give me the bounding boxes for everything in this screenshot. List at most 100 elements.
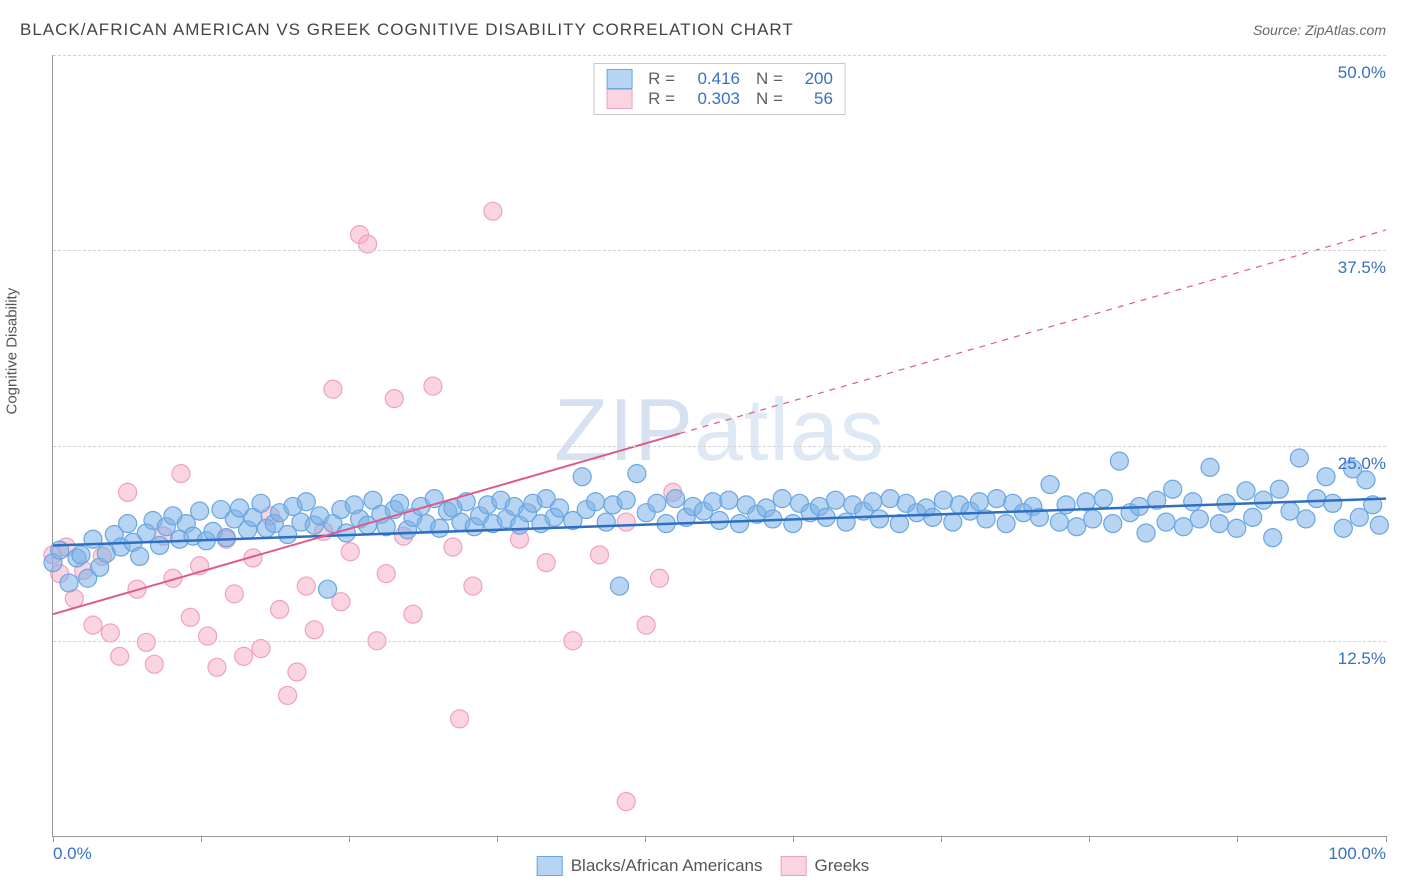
legend-n-value-b: 56: [793, 89, 833, 109]
scatter-point: [1164, 480, 1182, 498]
scatter-point: [119, 515, 137, 533]
scatter-point: [784, 515, 802, 533]
legend-n-label: N =: [756, 89, 783, 109]
legend-n-label: N =: [756, 69, 783, 89]
scatter-point: [60, 574, 78, 592]
trend-line: [680, 230, 1386, 434]
scatter-point: [1324, 494, 1342, 512]
y-tick-label: 50.0%: [1338, 63, 1388, 83]
scatter-point: [1308, 490, 1326, 508]
x-tick: [645, 836, 646, 842]
scatter-point: [131, 547, 149, 565]
scatter-point: [341, 543, 359, 561]
scatter-point: [431, 519, 449, 537]
scatter-point: [970, 493, 988, 511]
scatter-point: [252, 640, 270, 658]
y-tick-label: 37.5%: [1338, 258, 1388, 278]
legend-swatch-a: [606, 69, 632, 89]
scatter-point: [1281, 502, 1299, 520]
scatter-point: [1290, 449, 1308, 467]
scatter-point: [1068, 518, 1086, 536]
scatter-point: [637, 616, 655, 634]
gridline: [53, 446, 1386, 447]
x-tick: [941, 836, 942, 842]
scatter-point: [1201, 458, 1219, 476]
scatter-point: [305, 621, 323, 639]
chart-plot-area: ZIPatlas R = 0.416 N = 200 R = 0.303 N =…: [52, 55, 1386, 837]
scatter-point: [1317, 468, 1335, 486]
scatter-point: [1084, 510, 1102, 528]
scatter-point: [271, 601, 289, 619]
legend-row-a: R = 0.416 N = 200: [606, 69, 833, 89]
scatter-point: [319, 580, 337, 598]
scatter-point: [225, 585, 243, 603]
scatter-point: [464, 577, 482, 595]
scatter-point: [1157, 513, 1175, 531]
scatter-point: [704, 493, 722, 511]
scatter-point: [199, 627, 217, 645]
y-tick-label: 12.5%: [1338, 649, 1388, 669]
scatter-point: [881, 490, 899, 508]
scatter-point: [391, 494, 409, 512]
scatter-point: [484, 202, 502, 220]
scatter-point: [1094, 490, 1112, 508]
scatter-point: [252, 494, 270, 512]
scatter-point: [870, 510, 888, 528]
scatter-point: [924, 508, 942, 526]
scatter-point: [591, 546, 609, 564]
scatter-point: [1104, 515, 1122, 533]
x-tick: [53, 836, 54, 842]
scatter-point: [773, 490, 791, 508]
scatter-point: [451, 710, 469, 728]
scatter-point: [667, 490, 685, 508]
chart-source: Source: ZipAtlas.com: [1253, 22, 1386, 38]
scatter-point: [934, 491, 952, 509]
scatter-point: [617, 513, 635, 531]
scatter-point: [297, 493, 315, 511]
x-tick-label: 0.0%: [53, 844, 92, 864]
scatter-point: [611, 577, 629, 595]
scatter-point: [573, 468, 591, 486]
scatter-point: [1184, 493, 1202, 511]
gridline: [53, 641, 1386, 642]
scatter-point: [385, 390, 403, 408]
legend-correlation-box: R = 0.416 N = 200 R = 0.303 N = 56: [593, 63, 846, 115]
legend-row-b: R = 0.303 N = 56: [606, 89, 833, 109]
scatter-point: [587, 493, 605, 511]
scatter-point: [1297, 510, 1315, 528]
legend-bottom: Blacks/African Americans Greeks: [537, 856, 870, 876]
x-tick: [1237, 836, 1238, 842]
scatter-point: [119, 483, 137, 501]
scatter-point: [597, 513, 615, 531]
legend-bottom-item-a: Blacks/African Americans: [537, 856, 763, 876]
scatter-point: [864, 493, 882, 511]
scatter-point: [1174, 518, 1192, 536]
scatter-point: [297, 577, 315, 595]
scatter-point: [997, 515, 1015, 533]
scatter-point: [1270, 480, 1288, 498]
x-tick: [201, 836, 202, 842]
scatter-point: [944, 513, 962, 531]
scatter-point: [208, 658, 226, 676]
legend-swatch-b2: [781, 856, 807, 876]
scatter-point: [1210, 515, 1228, 533]
scatter-point: [1228, 519, 1246, 537]
scatter-point: [191, 502, 209, 520]
scatter-point: [377, 565, 395, 583]
scatter-point: [288, 663, 306, 681]
y-axis-label: Cognitive Disability: [4, 288, 21, 415]
scatter-point: [628, 465, 646, 483]
scatter-point: [1041, 476, 1059, 494]
scatter-point: [72, 546, 90, 564]
scatter-point: [711, 511, 729, 529]
scatter-point: [145, 655, 163, 673]
scatter-point: [1244, 508, 1262, 526]
x-tick: [1089, 836, 1090, 842]
x-tick-label: 100.0%: [1328, 844, 1386, 864]
scatter-point: [404, 605, 422, 623]
scatter-point: [181, 608, 199, 626]
scatter-point: [890, 515, 908, 533]
legend-r-label: R =: [648, 89, 675, 109]
scatter-point: [444, 538, 462, 556]
scatter-point: [1254, 491, 1272, 509]
